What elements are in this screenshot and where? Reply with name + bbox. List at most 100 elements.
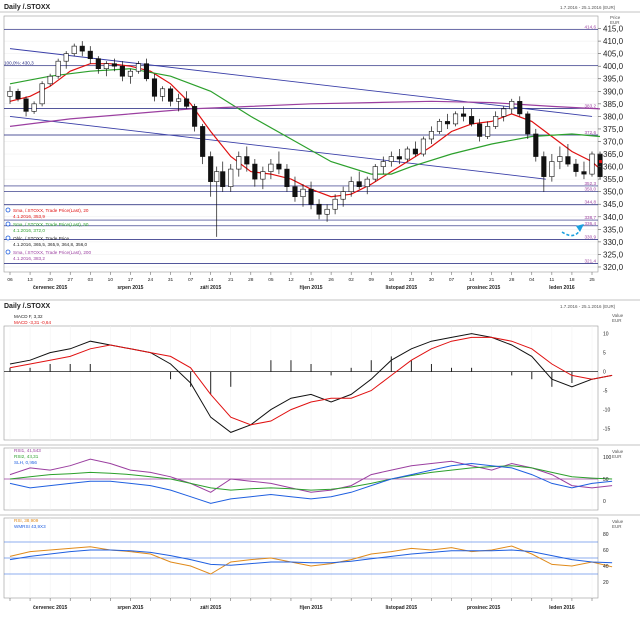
panel3-axis-label: Value — [612, 449, 624, 454]
candle-body — [493, 116, 499, 127]
candle-body — [159, 88, 166, 97]
candle-body — [340, 191, 346, 200]
sma-line — [9, 68, 601, 175]
candle-body — [444, 121, 451, 125]
candle-body — [63, 53, 69, 62]
x-tick-label: 24 — [148, 277, 154, 283]
candle-body — [15, 90, 21, 100]
x-tick-label: 06 — [7, 277, 13, 283]
candle-body — [404, 148, 410, 160]
candle-body — [332, 198, 338, 210]
x-tick-label: 25 — [589, 277, 595, 283]
legend-sma20-title: Sma, /.STOXX, Trade Price(Last), 20 — [13, 208, 89, 213]
y-tick-label: 60 — [603, 548, 609, 554]
candle-body — [316, 203, 322, 215]
candle-body — [396, 156, 402, 160]
y-tick-label: 400,0 — [603, 62, 624, 71]
x-tick-label: 23 — [409, 277, 415, 283]
candle-body — [268, 163, 274, 172]
bottom-date-axis: červenec 2015 srpen 2015 září 2015 říjen 20… — [9, 598, 593, 611]
horizontal-level-label: 383,2 — [585, 103, 597, 108]
candle-body — [517, 101, 523, 115]
panel3-legend-3: SLH, 0,956 — [14, 460, 37, 465]
candle-body — [127, 70, 133, 77]
month-label: září 2015 — [200, 605, 221, 611]
candle-body — [452, 113, 459, 125]
candle-body — [71, 45, 77, 54]
candle-body — [541, 156, 547, 177]
candle-body — [501, 108, 507, 117]
candle-body — [549, 161, 555, 177]
candle-body — [477, 123, 483, 137]
candle-body — [292, 186, 298, 198]
x-tick-label: 14 — [469, 277, 475, 283]
horizontal-level-label: 338,7 — [585, 215, 597, 220]
candle-body — [509, 101, 515, 110]
x-tick-label: 13 — [27, 277, 33, 283]
indicator-line — [9, 458, 613, 493]
candle-body — [176, 98, 182, 102]
candle-body — [356, 181, 362, 187]
horizontal-level-label: 350,0 — [585, 187, 597, 192]
candle-body — [200, 126, 206, 157]
main-title: Daily /.STOXX — [4, 4, 50, 11]
month-label: říjen 2015 — [299, 285, 322, 291]
candle-body — [533, 133, 539, 157]
indicator-line — [9, 549, 613, 566]
price-axis-unit: EUR — [610, 20, 620, 25]
month-label: červenec 2015 — [33, 285, 67, 291]
y-tick-label: 370,0 — [603, 137, 624, 146]
legend-sma50-value: 4.1.2016, 372,0 — [13, 228, 45, 233]
y-tick-label: 0 — [603, 499, 606, 505]
legend-ohlc-title: Ohlc, /.STOXX, Trade Price — [13, 236, 70, 241]
candle-body — [220, 171, 226, 187]
x-tick-label: 30 — [429, 277, 435, 283]
y-tick-label: 375,0 — [603, 125, 624, 134]
candle-body — [284, 168, 290, 187]
indicator-line — [9, 465, 613, 491]
legend-marker-sma200 — [5, 249, 11, 255]
candle-body — [565, 156, 571, 165]
candle-body — [208, 156, 214, 182]
panel3-axis-unit: EUR — [612, 454, 622, 459]
projection-arrow — [561, 229, 581, 237]
candle-body — [597, 153, 603, 177]
candle-body — [260, 171, 266, 180]
x-tick-label: 02 — [349, 277, 355, 283]
panel4-legend-1: RSI, 38,909 — [14, 518, 39, 523]
candle-body — [557, 156, 563, 162]
date-axis: 06 13 20 27 03 10 17 24 31 07 14 21 28 05 12 19 26 02 09 16… — [7, 272, 595, 291]
y-tick-label: 100 — [603, 455, 612, 461]
y-tick-label: -15 — [603, 427, 610, 433]
legend-ohlc-value: 4.1.2016, 365,5, 365,9, 364,8, 356,0 — [13, 242, 88, 247]
panel4-axis-label: Value — [612, 519, 624, 524]
panel2-axis-label: Value — [612, 313, 624, 318]
month-label: srpen 2015 — [117, 605, 143, 611]
y-tick-label: 340,0 — [603, 213, 624, 222]
x-tick-label: 14 — [208, 277, 214, 283]
price-axis: 320,0 325,0 330,0 335,0 340,0 345,0 350,0 355,0… — [598, 25, 624, 272]
y-tick-label: 385,0 — [603, 100, 624, 109]
candle-body — [47, 75, 53, 85]
candle-body — [324, 208, 330, 215]
panel4-axis-unit: EUR — [612, 524, 622, 529]
candle-body — [485, 126, 491, 137]
panel3-legend: RSI1, 41,543 RSI2, 43,31 SLH, 0,956 — [14, 448, 41, 465]
x-tick-label: 31 — [168, 277, 174, 283]
candle-body — [55, 60, 61, 77]
candle-body — [135, 63, 141, 72]
indicator-line — [9, 462, 613, 504]
candle-body — [300, 188, 306, 198]
candle-body — [103, 63, 109, 70]
month-label: říjen 2015 — [299, 605, 322, 611]
x-tick-label: 09 — [369, 277, 375, 283]
x-tick-label: 07 — [188, 277, 194, 283]
indicator-line — [9, 336, 613, 426]
candle-body — [525, 113, 531, 135]
horizontal-level-label: 344,8 — [585, 200, 597, 205]
candle-body — [461, 113, 467, 117]
x-tick-label: 07 — [449, 277, 455, 283]
